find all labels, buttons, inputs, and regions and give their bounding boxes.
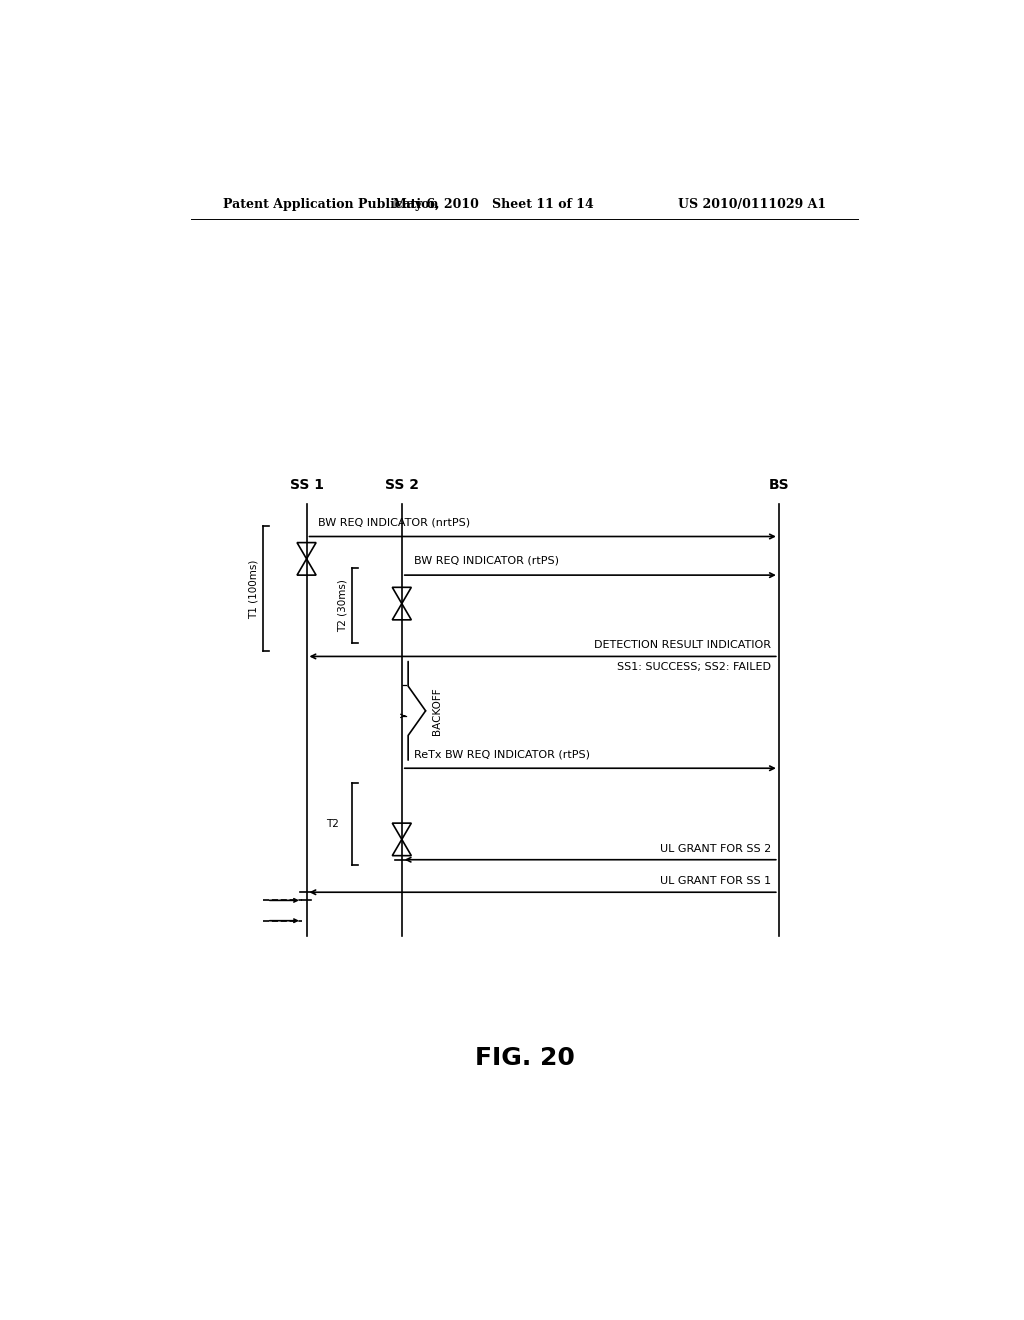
- Text: DETECTION RESULT INDICATIOR: DETECTION RESULT INDICATIOR: [594, 640, 771, 651]
- Text: BW REQ INDICATOR (rtPS): BW REQ INDICATOR (rtPS): [414, 556, 559, 566]
- Text: FIG. 20: FIG. 20: [475, 1045, 574, 1071]
- Text: BW REQ INDICATOR (nrtPS): BW REQ INDICATOR (nrtPS): [318, 517, 471, 528]
- Text: SS 1: SS 1: [290, 478, 324, 492]
- Text: UL GRANT FOR SS 1: UL GRANT FOR SS 1: [659, 876, 771, 886]
- Text: BACKOFF: BACKOFF: [432, 686, 442, 735]
- Text: May 6, 2010   Sheet 11 of 14: May 6, 2010 Sheet 11 of 14: [392, 198, 594, 211]
- Text: BS: BS: [768, 478, 790, 492]
- Text: ReTx BW REQ INDICATOR (rtPS): ReTx BW REQ INDICATOR (rtPS): [414, 748, 590, 759]
- Text: UL GRANT FOR SS 2: UL GRANT FOR SS 2: [659, 843, 771, 854]
- Text: T1 (100ms): T1 (100ms): [249, 560, 258, 619]
- Text: T2 (30ms): T2 (30ms): [337, 579, 347, 632]
- Text: SS1: SUCCESS; SS2: FAILED: SS1: SUCCESS; SS2: FAILED: [616, 661, 771, 672]
- Text: Patent Application Publication: Patent Application Publication: [223, 198, 438, 211]
- Text: US 2010/0111029 A1: US 2010/0111029 A1: [678, 198, 826, 211]
- Text: SS 2: SS 2: [385, 478, 419, 492]
- Text: T2: T2: [327, 820, 339, 829]
